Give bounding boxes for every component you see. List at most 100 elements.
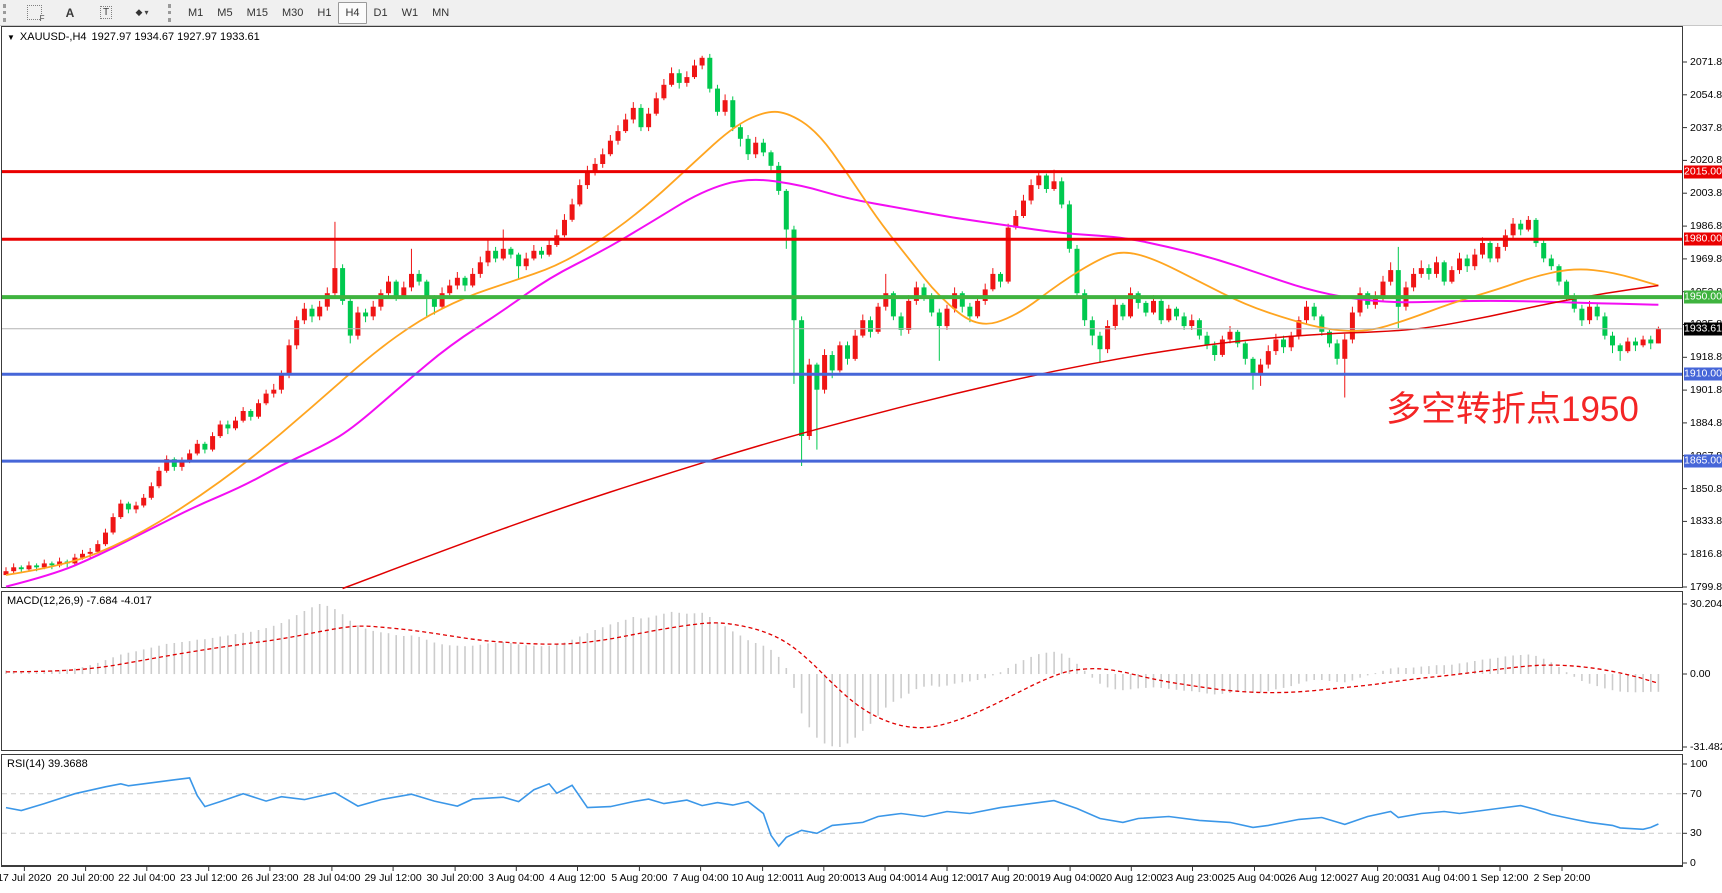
macd-bar [1336,674,1338,682]
candle-body [967,306,973,317]
text-a-icon[interactable]: A [65,5,75,20]
macd-bar [877,674,879,716]
date-axis-label: 10 Aug 12:00 [731,872,794,884]
macd-bar [211,637,214,675]
date-axis-label: 17 Aug 20:00 [977,872,1040,884]
macd-bar [647,617,650,675]
macd-bar [425,639,428,674]
text-label-icon[interactable]: T [90,2,122,24]
candle-body [1304,306,1309,321]
candle-body [1212,345,1218,355]
timeframe-w1-button[interactable]: W1 [401,6,419,19]
candle-body [1158,300,1164,321]
candle-body [141,497,147,506]
macd-bar [250,631,252,674]
candle-body [1181,316,1187,327]
arrows-shapes-icon[interactable]: ◆ ▾ [135,7,149,17]
timeframe-m1-button[interactable]: M1 [188,6,204,19]
candle-body [653,98,659,114]
candle-body [1388,270,1394,282]
macd-bar [1382,670,1384,674]
timeframe-m15-button[interactable]: M15 [246,6,268,19]
price-level-badge: 1865.00 [1684,454,1722,468]
symbol-dropdown-icon[interactable]: ▼ [7,32,15,42]
toolbar-drag-handle[interactable] [3,3,13,22]
macd-bar [1298,674,1300,684]
macd-bar [663,613,665,674]
macd-bar [770,649,772,674]
macd-bar [854,674,856,738]
candle-body [301,308,307,321]
macd-bar [1519,655,1522,674]
candle-body [890,293,896,317]
macd-bar [326,605,329,674]
macd-bar [1634,674,1637,693]
macd-bar [448,645,451,674]
date-axis-label: 17 Jul 2020 [0,872,52,884]
macd-bar [1550,662,1553,674]
candle-body [233,420,238,429]
candle-body [447,285,453,294]
macd-bar [762,645,765,674]
macd-bar [1267,674,1270,692]
macd-bar [1236,674,1239,693]
macd-bar [1650,674,1652,692]
candle-body [34,565,40,568]
timeframe-d1-button[interactable]: D1 [373,6,388,19]
macd-axis-label: 0.00 [1690,668,1711,680]
candle-body [370,306,376,317]
timeframe-h1-button[interactable]: H1 [317,6,332,19]
macd-bar [311,607,313,675]
ma-red-line [342,284,1659,590]
timeframe-h4-button[interactable]: H4 [338,1,367,24]
candle-body [1105,326,1111,350]
candle-body [783,190,789,230]
date-axis[interactable] [1,866,1683,893]
price-level-badge: 1910.00 [1684,367,1722,381]
ma-magenta-line [5,178,1659,588]
chart-frame-f-icon[interactable]: F [18,2,50,24]
macd-bar [1152,674,1155,688]
macd-bar [900,674,902,699]
macd-bar [609,624,612,674]
candle-body [1028,185,1034,201]
candle-body [1633,341,1638,346]
candle-body [715,88,720,112]
candle-body [1380,281,1386,297]
macd-bar [579,636,581,675]
candle-body [332,268,338,294]
macd-axis-label: 30.204 [1690,598,1722,610]
axis-ticks [23,61,1687,871]
macd-bar [915,674,918,690]
candle-body [454,277,460,286]
macd-bar [1053,651,1055,675]
candle-body [1273,339,1279,352]
price-axis-label: 1850.80 [1690,482,1722,495]
timeframe-mn-button[interactable]: MN [432,6,450,19]
toolbar-drag-handle-2[interactable] [168,3,178,22]
candle-body [431,297,437,307]
date-axis-label: 1 Sep 12:00 [1471,872,1529,884]
candle-body [1112,304,1118,326]
candle-body [760,142,766,153]
timeframe-m30-button[interactable]: M30 [281,6,304,19]
level-lines[interactable] [2,170,1682,463]
macd-bar [349,620,351,674]
macd-bar [640,618,642,674]
macd-bar [1045,652,1048,674]
date-axis-label: 26 Aug 12:00 [1284,872,1347,884]
timeframe-m5-button[interactable]: M5 [217,6,233,19]
price-level-badge: 2015.00 [1684,165,1722,179]
macd-bar [1175,674,1178,690]
macd-bar [1512,655,1514,674]
chart-text-annotation[interactable]: 多空转折点1950 [1386,390,1639,429]
candle-body [1143,302,1149,313]
rsi-pane[interactable] [1,754,1683,866]
macd-bar [150,647,153,674]
macd-bar [1030,656,1032,675]
candle-body [1296,320,1302,336]
macd-bar [1183,674,1185,691]
price-chart-pane[interactable] [1,26,1683,588]
macd-bar [885,674,887,708]
